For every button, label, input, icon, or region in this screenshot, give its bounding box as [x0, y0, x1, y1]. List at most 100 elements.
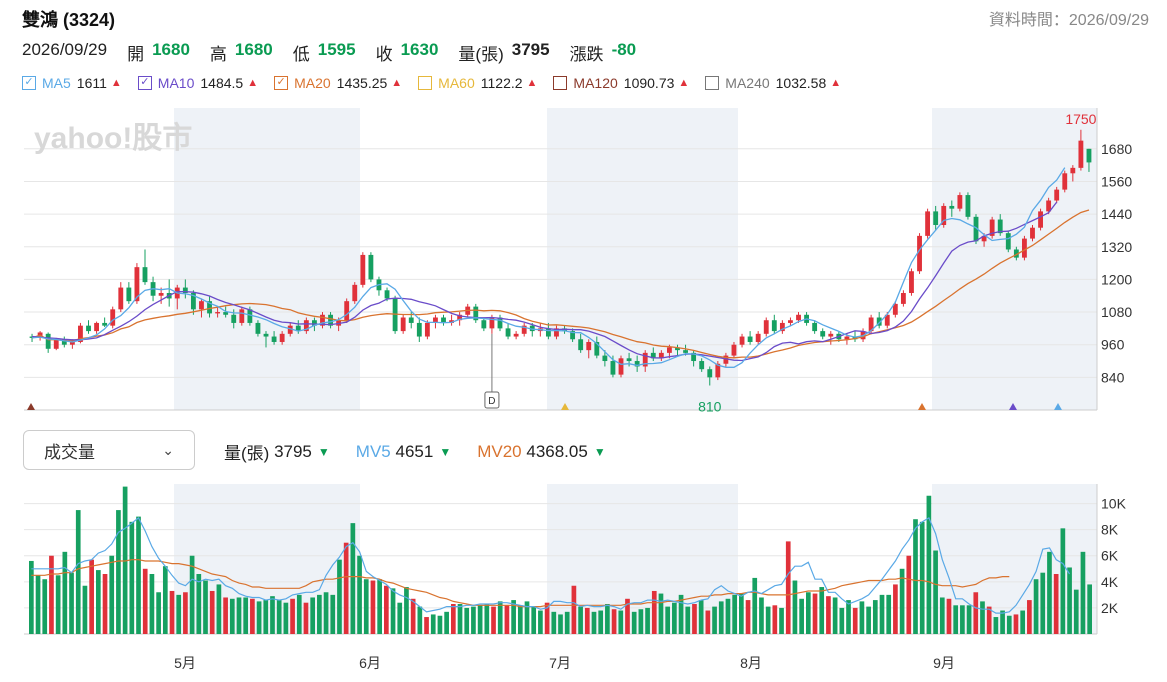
ma-name: MA120	[573, 75, 618, 91]
checkbox-icon[interactable]: ✓	[22, 76, 36, 90]
candle	[1013, 249, 1019, 258]
volume-bar	[511, 600, 516, 634]
volume-bar	[779, 607, 784, 634]
volume-bar	[805, 592, 811, 634]
candle	[45, 333, 51, 349]
candle	[779, 322, 785, 332]
volume-bar	[236, 597, 242, 634]
candle	[723, 355, 729, 364]
volume-bar	[1027, 600, 1032, 634]
candle	[158, 293, 164, 296]
candle	[102, 322, 108, 326]
candle	[570, 331, 576, 340]
volume-bar	[283, 602, 289, 634]
volume-bar	[169, 590, 175, 634]
volume-bar	[102, 574, 108, 634]
volume-bar	[946, 598, 952, 634]
volume-bar	[1033, 579, 1039, 634]
signal-triangle-icon	[561, 403, 569, 410]
volume-bar	[685, 606, 691, 634]
volume-bar	[129, 521, 135, 634]
volume-bar	[933, 550, 938, 634]
high-label: 高	[209, 45, 227, 64]
ma-name: MA10	[157, 75, 195, 91]
volume-bar	[1020, 610, 1026, 634]
candle	[320, 314, 325, 326]
candle	[909, 271, 914, 294]
checkbox-icon[interactable]: ✓	[137, 76, 152, 90]
volume-value: 3795	[511, 40, 550, 59]
signal-triangle-icon	[918, 403, 926, 410]
candle	[949, 205, 955, 209]
volume-bar	[82, 585, 88, 634]
candle	[126, 287, 132, 302]
volume-bar	[189, 555, 195, 634]
dividend-marker-label: D	[488, 396, 495, 407]
volume-bar	[29, 560, 34, 634]
chevron-down-icon: ⌄	[162, 441, 174, 458]
candle	[1054, 189, 1060, 201]
volume-bar	[759, 597, 764, 634]
checkbox-icon[interactable]: ✓	[274, 76, 289, 90]
volume-bar	[477, 605, 483, 634]
volume-bar	[906, 555, 912, 634]
volume-bar	[1080, 551, 1086, 634]
candle	[691, 352, 697, 362]
volume-bar	[799, 598, 804, 634]
ma-legend-item[interactable]: MA60 1122.2 ▲	[418, 75, 537, 91]
volume-bar	[544, 602, 550, 634]
candle	[965, 195, 971, 217]
volume-bar	[672, 602, 677, 634]
low-price-label: 810	[698, 399, 722, 415]
signal-triangle-icon	[1054, 403, 1062, 410]
ma-value: 1611	[76, 75, 107, 91]
volume-bar	[464, 607, 470, 634]
volume-bar	[812, 593, 818, 634]
candle	[667, 347, 672, 353]
high-price-label: 1750	[1065, 111, 1096, 127]
ma-legend-item[interactable]: MA120 1090.73 ▲	[553, 75, 689, 91]
candle	[61, 339, 67, 345]
volume-bar	[410, 598, 416, 634]
volume-bar	[538, 610, 543, 634]
volume-bar	[1087, 584, 1092, 634]
candle	[433, 317, 438, 323]
candle	[981, 235, 987, 242]
candle	[1005, 233, 1011, 250]
candle	[489, 317, 495, 329]
candle	[868, 317, 874, 332]
candle	[852, 336, 858, 340]
ma-name: MA240	[725, 75, 770, 91]
candle	[279, 333, 285, 342]
x-tick-label: 5月	[174, 655, 196, 671]
ma-legend-item[interactable]: MA240 1032.58 ▲	[705, 75, 841, 91]
ma-legend-item[interactable]: ✓ MA5 1611 ▲	[22, 75, 122, 91]
candle	[1062, 173, 1068, 190]
signal-triangle-icon	[27, 403, 35, 410]
ma-legend-item[interactable]: ✓ MA10 1484.5 ▲	[137, 75, 258, 91]
volume-bar	[136, 516, 141, 634]
ma-legend-item[interactable]: ✓ MA20 1435.25 ▲	[274, 75, 402, 91]
mv20-line	[31, 559, 1010, 608]
volume-bar	[176, 594, 182, 634]
candle	[812, 322, 818, 332]
checkbox-icon[interactable]	[705, 76, 720, 90]
candle	[642, 352, 648, 367]
change-label: 漲跌	[569, 45, 604, 64]
checkbox-icon[interactable]	[418, 76, 433, 90]
vol-label: 量(張)	[224, 444, 270, 463]
signal-triangle-icon	[1009, 403, 1017, 410]
candle	[352, 284, 358, 302]
candle	[69, 341, 75, 345]
candle	[247, 309, 253, 323]
volume-bar	[678, 594, 684, 634]
candle	[118, 287, 124, 310]
candle	[820, 331, 826, 337]
indicator-select[interactable]: 成交量 ⌄	[23, 430, 195, 470]
volume-bar	[363, 579, 369, 634]
candle	[957, 195, 963, 209]
volume-bar	[745, 600, 751, 634]
mv5-value: 4651	[395, 441, 434, 461]
checkbox-icon[interactable]	[553, 76, 568, 90]
candle	[94, 322, 99, 332]
